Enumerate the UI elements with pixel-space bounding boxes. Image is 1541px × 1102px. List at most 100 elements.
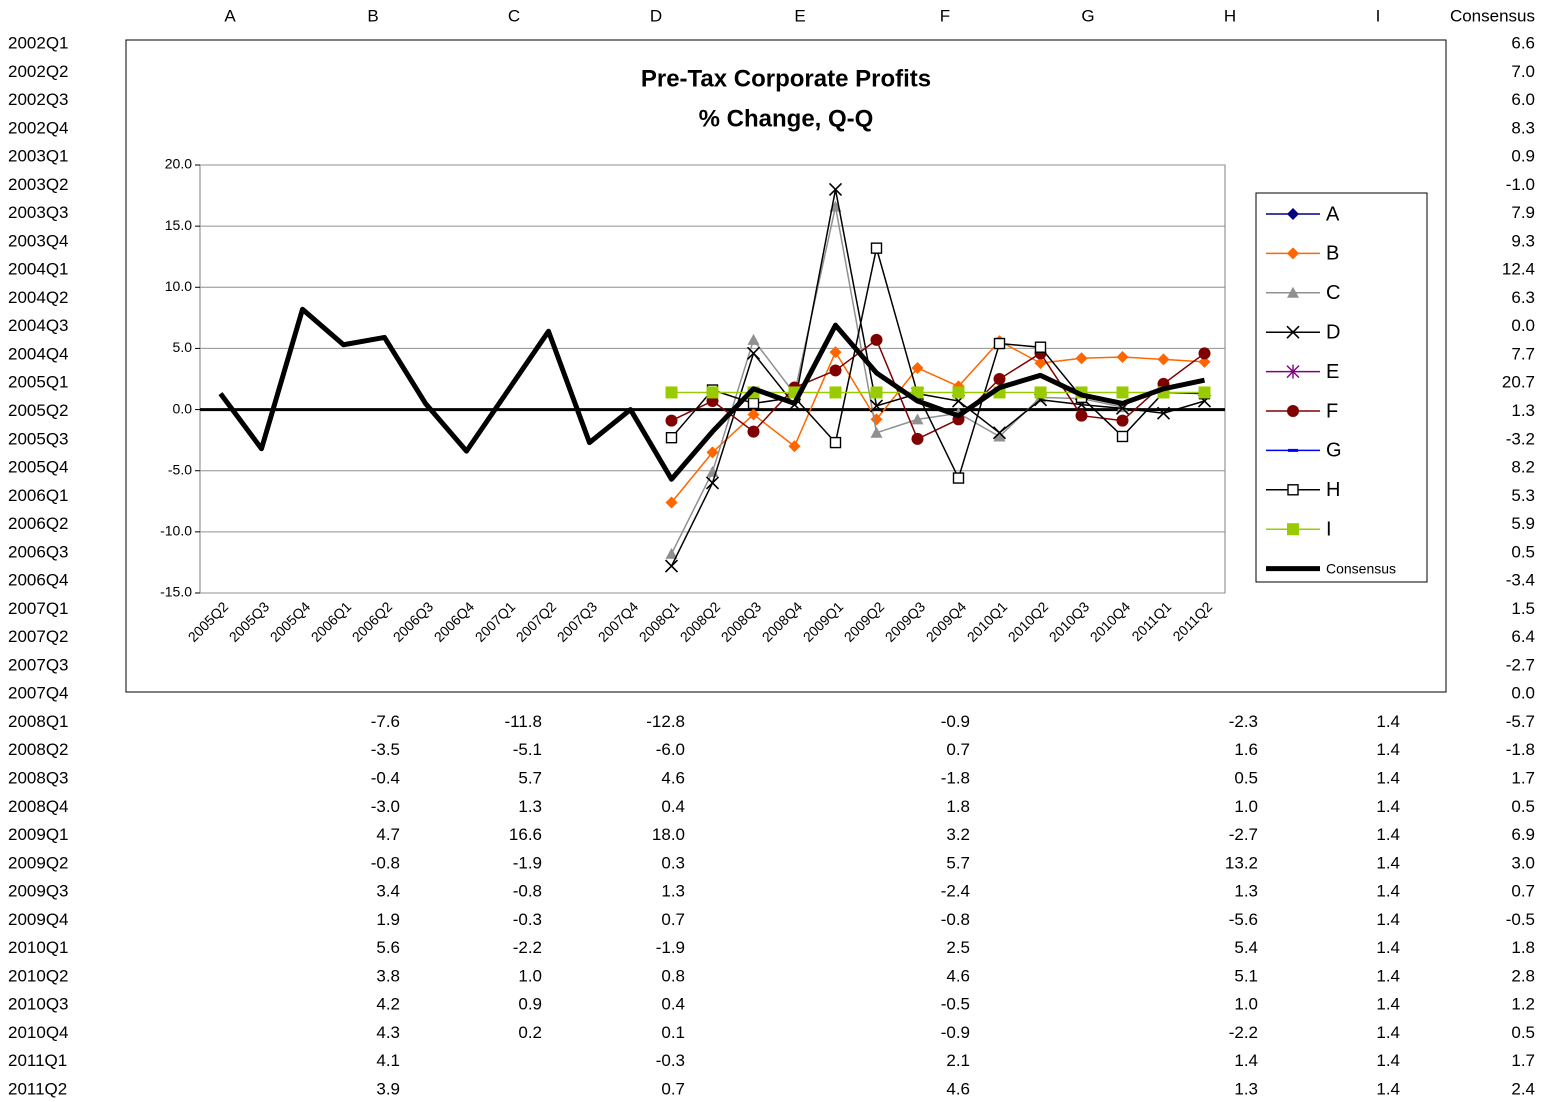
cell-value: 0.9 <box>1511 147 1535 166</box>
cell-value: -2.7 <box>1229 825 1258 844</box>
cell-value: -0.4 <box>371 769 400 788</box>
data-point-part <box>829 386 842 399</box>
data-point-part <box>911 432 924 445</box>
cell-value: 1.3 <box>1511 401 1535 420</box>
cell-value: -2.7 <box>1506 655 1535 674</box>
column-header: G <box>1081 6 1094 25</box>
cell-value: -0.8 <box>371 853 400 872</box>
data-point-part <box>747 408 760 421</box>
cell-value: 1.3 <box>661 882 685 901</box>
cell-value: 7.0 <box>1511 62 1535 81</box>
y-tick-label: 10.0 <box>165 278 192 294</box>
data-point-part <box>1116 386 1129 399</box>
data-point <box>870 386 883 399</box>
data-point <box>952 386 965 399</box>
cell-value: 6.0 <box>1511 90 1535 109</box>
row-label: 2004Q2 <box>8 288 69 307</box>
cell-value: -6.0 <box>656 740 685 759</box>
data-point <box>665 496 678 509</box>
legend-marker <box>1286 325 1300 339</box>
cell-value: 1.0 <box>1234 797 1258 816</box>
data-point <box>788 440 801 453</box>
data-point <box>706 446 719 459</box>
cell-value: 4.7 <box>376 825 400 844</box>
row-label: 2008Q4 <box>8 797 69 816</box>
row-label: 2004Q4 <box>8 344 69 363</box>
data-point <box>870 242 883 254</box>
data-point-part <box>706 446 719 459</box>
cell-value: 7.7 <box>1511 344 1535 363</box>
row-label: 2003Q2 <box>8 175 69 194</box>
data-point <box>1198 386 1211 399</box>
data-point <box>1034 341 1047 353</box>
data-point <box>1034 386 1047 399</box>
cell-value: 2.1 <box>946 1051 970 1070</box>
cell-value: -12.8 <box>646 712 685 731</box>
cell-value: 1.7 <box>1511 1051 1535 1070</box>
row-label: 2006Q3 <box>8 542 69 561</box>
y-tick-label: 0.0 <box>173 400 193 416</box>
cell-value: 1.6 <box>1234 740 1258 759</box>
y-tick-label: 15.0 <box>165 217 192 233</box>
row-label: 2007Q4 <box>8 684 69 703</box>
data-point <box>993 337 1006 350</box>
row-label: 2003Q1 <box>8 147 69 166</box>
cell-value: -11.8 <box>505 712 543 731</box>
data-point-part <box>829 346 842 359</box>
data-point <box>828 182 843 197</box>
cell-value: -3.0 <box>371 797 400 816</box>
column-header: F <box>940 6 950 25</box>
legend-marker <box>1286 364 1300 379</box>
cell-value: 0.5 <box>1511 542 1535 561</box>
y-tick-label: -5.0 <box>168 461 192 477</box>
column-header: H <box>1224 6 1236 25</box>
data-point-part <box>747 397 760 410</box>
data-point-part <box>665 386 678 399</box>
legend-label: B <box>1326 243 1339 265</box>
data-point-part <box>1075 409 1088 422</box>
cell-value: 4.1 <box>376 1051 400 1070</box>
legend-label: F <box>1326 400 1338 422</box>
cell-value: 1.4 <box>1376 910 1400 929</box>
data-point <box>1157 353 1170 366</box>
data-point-part <box>664 559 679 573</box>
data-point <box>911 386 924 399</box>
data-point-part <box>1198 347 1211 360</box>
cell-value: 3.9 <box>376 1079 400 1098</box>
cell-value: 1.0 <box>1234 995 1258 1014</box>
data-point <box>993 373 1006 385</box>
cell-value: 0.7 <box>1511 882 1535 901</box>
y-tick-label: 20.0 <box>165 156 192 172</box>
data-point <box>829 386 842 399</box>
cell-value: 0.7 <box>661 910 685 929</box>
data-point-part <box>911 361 924 374</box>
data-point-part <box>1116 350 1129 363</box>
data-point-part <box>1034 386 1047 399</box>
row-label: 2008Q1 <box>8 712 69 731</box>
data-point-part <box>1156 406 1171 420</box>
cell-value: -0.9 <box>941 1023 970 1042</box>
column-header: D <box>650 6 662 25</box>
row-label: 2009Q4 <box>8 910 69 929</box>
cell-value: 8.3 <box>1511 118 1535 137</box>
cell-value: 1.4 <box>1376 797 1400 816</box>
cell-value: 6.6 <box>1511 33 1535 52</box>
data-point <box>706 386 719 399</box>
column-header: I <box>1376 6 1381 25</box>
legend-label: E <box>1326 361 1339 383</box>
data-point-part <box>665 496 678 509</box>
row-label: 2006Q4 <box>8 571 69 590</box>
data-point <box>664 559 679 573</box>
cell-value: 1.4 <box>1376 1051 1400 1070</box>
data-point <box>747 425 760 438</box>
cell-value: 18.0 <box>652 825 685 844</box>
row-label: 2002Q3 <box>8 90 69 109</box>
row-label: 2006Q2 <box>8 514 69 533</box>
cell-value: 0.2 <box>518 1023 542 1042</box>
cell-value: -0.5 <box>1506 910 1535 929</box>
data-point <box>829 364 842 377</box>
row-label: 2003Q4 <box>8 231 69 250</box>
data-point-part <box>870 333 883 346</box>
data-point-part <box>706 386 719 399</box>
series-line <box>671 339 1205 440</box>
